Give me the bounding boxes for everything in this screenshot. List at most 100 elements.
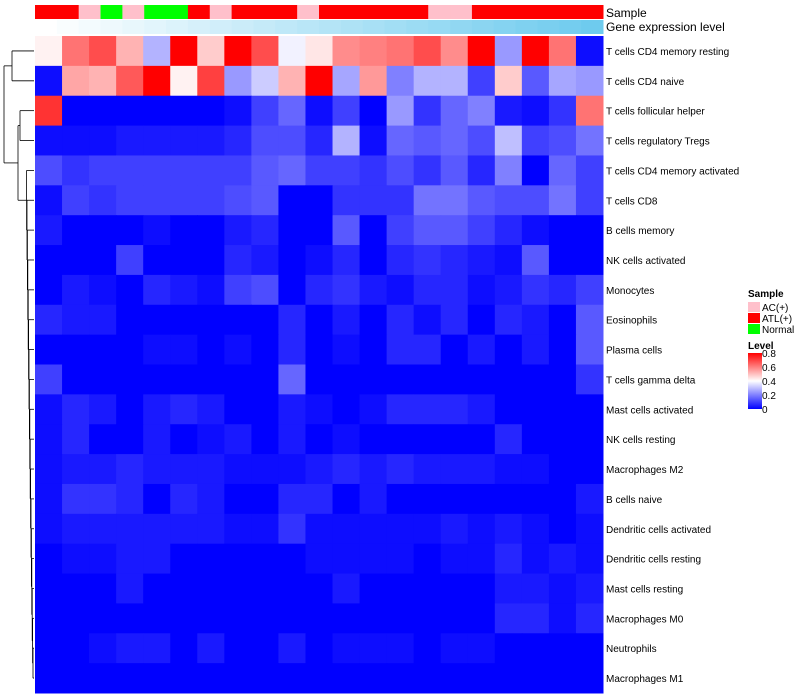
heatmap-cell [467, 274, 496, 306]
heatmap-cell [386, 573, 415, 604]
heatmap-cell [548, 364, 577, 395]
heatmap-cell [332, 513, 361, 545]
heatmap-cell [467, 245, 496, 276]
heatmap-cell [170, 394, 198, 425]
expression-annotation-cell [297, 20, 320, 34]
heatmap-cell [413, 125, 442, 156]
heatmap-cell [494, 36, 523, 67]
heatmap-cell [521, 215, 550, 246]
heatmap-cell [143, 125, 171, 156]
heatmap-cell [386, 603, 415, 634]
heatmap-cell [143, 543, 171, 575]
heatmap-cell [521, 364, 550, 395]
legend-level-tick: 0.8 [762, 349, 776, 360]
heatmap-cell [143, 334, 171, 365]
sample-annotation-cell [253, 5, 276, 19]
heatmap-cell [35, 65, 63, 97]
heatmap-cell [386, 364, 415, 395]
heatmap-cell [467, 95, 496, 127]
heatmap-cell [521, 304, 550, 336]
heatmap-cell [575, 663, 604, 694]
heatmap-cell [251, 274, 279, 306]
heatmap-cell [116, 65, 144, 97]
sample-annotation-cell [297, 5, 320, 19]
heatmap-cell [440, 155, 469, 186]
heatmap-cell [89, 394, 117, 425]
heatmap-cell [224, 155, 252, 186]
heatmap-cell [305, 663, 334, 694]
heatmap-cell [170, 513, 198, 545]
heatmap-cell [35, 364, 63, 395]
heatmap-cell [170, 334, 198, 365]
heatmap-cell [332, 364, 361, 395]
legend-sample: Sample AC(+)ATL(+)Normal [748, 289, 794, 336]
heatmap-cell [170, 304, 198, 336]
heatmap-cell [305, 155, 334, 186]
heatmap-cell [35, 424, 63, 455]
heatmap-cell [278, 364, 306, 395]
heatmap-cell [413, 155, 442, 186]
heatmap-cell [278, 603, 306, 634]
heatmap-cell [548, 215, 577, 246]
annotation-label-expression: Gene expression level [606, 20, 725, 34]
heatmap-cell [197, 543, 225, 575]
row-label: Macrophages M1 [606, 674, 684, 685]
heatmap-cell [467, 155, 496, 186]
heatmap-cell [413, 36, 442, 67]
heatmap-cell [35, 125, 63, 156]
sample-annotation-cell [166, 5, 189, 19]
heatmap-cell [386, 245, 415, 276]
heatmap-cell [305, 454, 334, 485]
expression-annotation-cell [450, 20, 473, 34]
row-label: Dendritic cells resting [606, 555, 701, 566]
heatmap-cell [197, 245, 225, 276]
heatmap-cell [413, 274, 442, 306]
heatmap-cell [89, 513, 117, 545]
heatmap-cell [332, 155, 361, 186]
heatmap-cell [62, 304, 90, 336]
heatmap-cell [170, 274, 198, 306]
heatmap-cell [116, 603, 144, 634]
heatmap-cell [440, 245, 469, 276]
expression-annotation-cell [340, 20, 364, 34]
heatmap-cell [197, 633, 225, 664]
heatmap-cell [413, 424, 442, 455]
heatmap-cell [386, 454, 415, 485]
heatmap-cell [521, 603, 550, 634]
heatmap-cell [278, 155, 306, 186]
legend-sample-swatch [748, 313, 760, 323]
heatmap-cell [170, 424, 198, 455]
heatmap-cell [251, 394, 279, 425]
row-label: T cells regulatory Tregs [606, 137, 710, 148]
heatmap-cell [440, 95, 469, 127]
heatmap-cell [440, 65, 469, 97]
heatmap-cell [305, 334, 334, 365]
heatmap-cell [197, 185, 225, 216]
heatmap-cell [251, 513, 279, 545]
heatmap-cell [521, 394, 550, 425]
heatmap-cell [305, 394, 334, 425]
heatmap-cell [413, 245, 442, 276]
heatmap-cell [143, 185, 171, 216]
heatmap-cell [494, 65, 523, 97]
sample-annotation-cell [56, 5, 80, 19]
heatmap-cell [170, 215, 198, 246]
heatmap-cell [332, 65, 361, 97]
heatmap-cell [251, 543, 279, 575]
heatmap-cell [494, 454, 523, 485]
expression-annotation-cell [406, 20, 429, 34]
heatmap-cell [413, 215, 442, 246]
heatmap-cell [62, 454, 90, 485]
sample-annotation-cell [100, 5, 123, 19]
heatmap-cell [89, 215, 117, 246]
heatmap-cell [224, 454, 252, 485]
annotation-bars [35, 5, 604, 34]
sample-annotation-cell [362, 5, 386, 19]
heatmap-cell [35, 36, 63, 67]
heatmap-cell [251, 304, 279, 336]
heatmap-cell [359, 454, 388, 485]
heatmap-cell [116, 424, 144, 455]
heatmap-cell [467, 36, 496, 67]
sample-annotation-cell [471, 5, 495, 19]
heatmap-cell [305, 364, 334, 395]
